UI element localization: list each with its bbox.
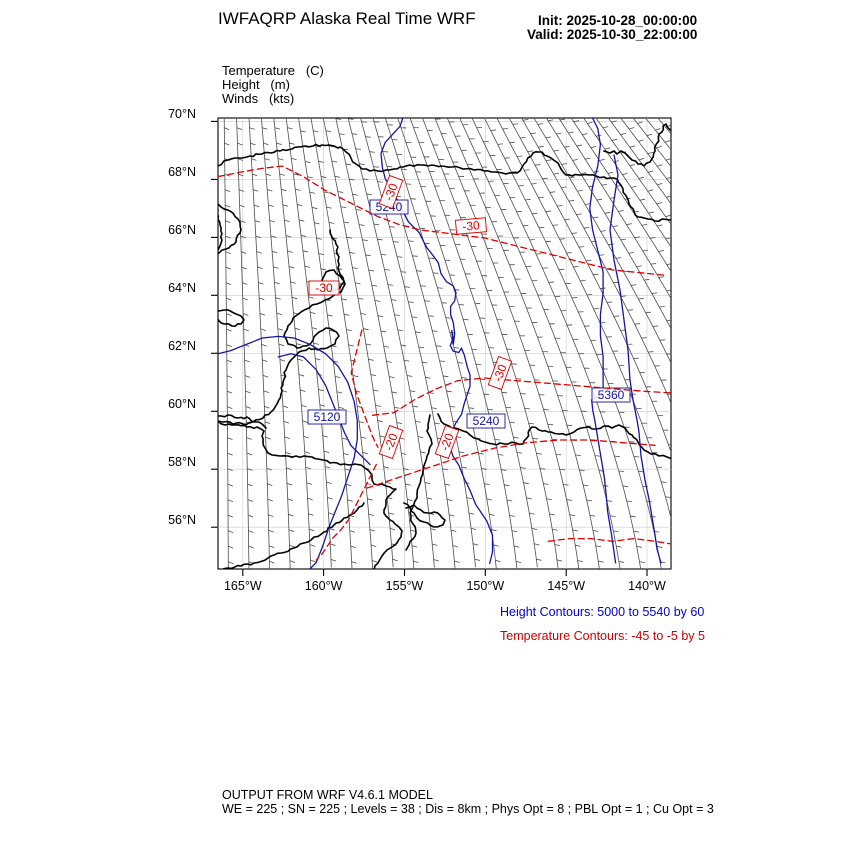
svg-text:5360: 5360 (598, 388, 625, 402)
svg-text:-30: -30 (315, 281, 333, 295)
svg-text:5120: 5120 (314, 410, 341, 424)
svg-text:-30: -30 (462, 218, 481, 233)
svg-text:5240: 5240 (473, 414, 500, 428)
